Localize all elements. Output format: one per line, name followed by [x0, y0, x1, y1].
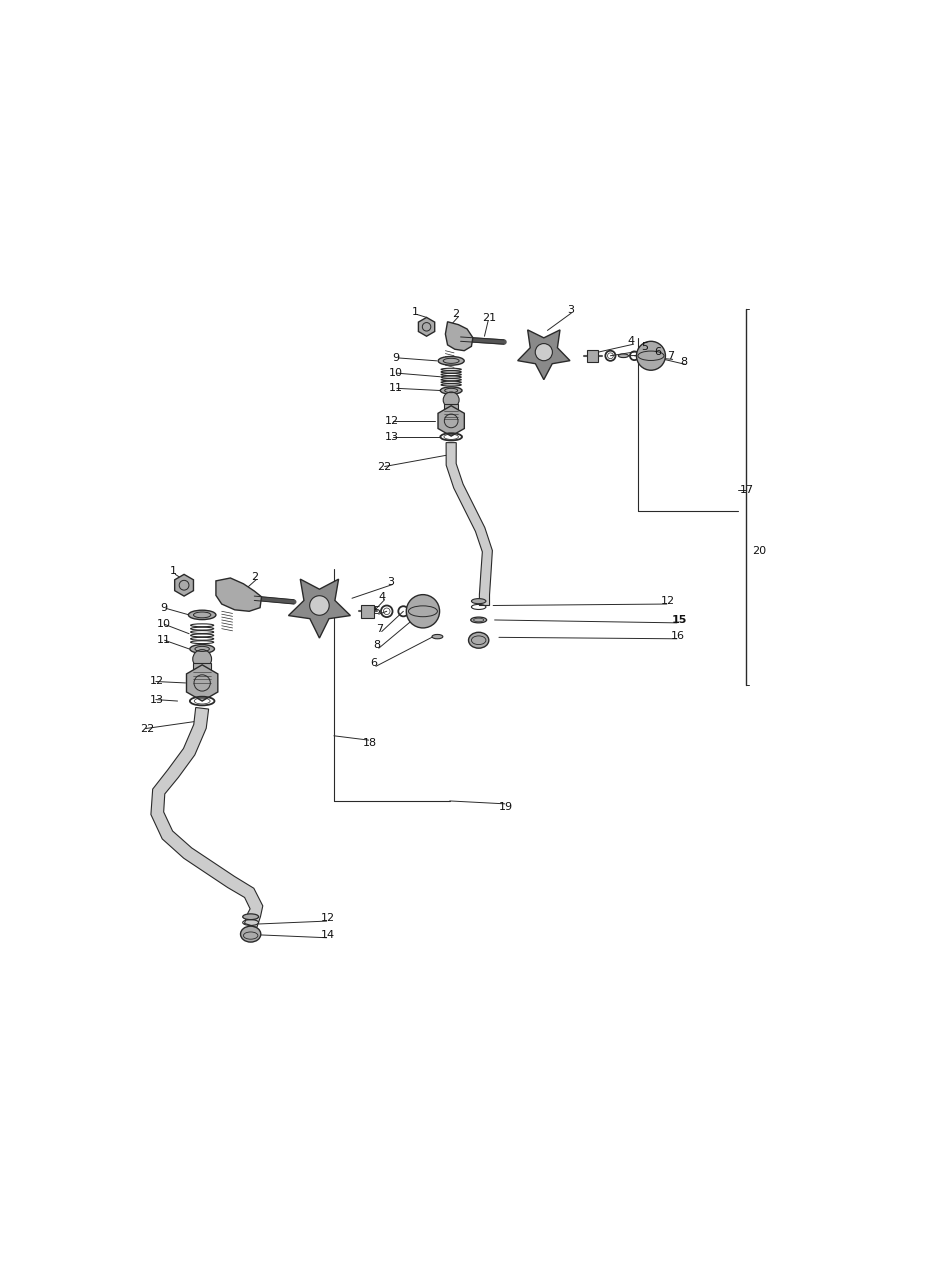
Bar	[587, 350, 598, 361]
Circle shape	[192, 650, 212, 668]
Text: 4: 4	[379, 592, 386, 601]
Text: 3: 3	[387, 577, 394, 587]
Text: 3: 3	[567, 305, 574, 315]
Text: 6: 6	[370, 658, 377, 668]
Ellipse shape	[618, 353, 629, 357]
Polygon shape	[438, 406, 464, 436]
Text: 9: 9	[392, 353, 400, 362]
Bar	[193, 663, 211, 678]
Circle shape	[310, 596, 329, 616]
Ellipse shape	[241, 926, 261, 942]
Text: 6: 6	[654, 347, 661, 357]
Text: 8: 8	[373, 640, 380, 650]
Text: 17: 17	[740, 484, 754, 495]
Ellipse shape	[469, 632, 488, 648]
Ellipse shape	[432, 635, 443, 639]
Text: 8: 8	[680, 356, 687, 366]
Ellipse shape	[243, 914, 259, 920]
Text: 1: 1	[170, 567, 177, 577]
Circle shape	[535, 343, 552, 361]
Text: 20: 20	[752, 546, 767, 556]
Text: 5: 5	[373, 607, 380, 617]
Circle shape	[444, 392, 460, 407]
Text: 7: 7	[667, 352, 674, 361]
Text: 12: 12	[321, 914, 335, 923]
Text: 2: 2	[453, 308, 460, 319]
Text: 4: 4	[628, 337, 635, 346]
Polygon shape	[187, 664, 218, 702]
Polygon shape	[289, 580, 350, 639]
Ellipse shape	[189, 610, 216, 619]
Circle shape	[406, 595, 440, 628]
Polygon shape	[175, 574, 193, 596]
Text: 16: 16	[672, 631, 686, 641]
Ellipse shape	[471, 617, 487, 623]
Ellipse shape	[190, 645, 215, 653]
Ellipse shape	[438, 356, 464, 365]
Bar	[361, 605, 374, 618]
Ellipse shape	[440, 387, 462, 394]
Text: 19: 19	[499, 802, 513, 812]
Text: 12: 12	[661, 596, 675, 607]
Text: 15: 15	[672, 616, 686, 625]
Text: 10: 10	[389, 368, 403, 378]
Polygon shape	[151, 708, 262, 928]
Text: 14: 14	[321, 930, 335, 939]
Ellipse shape	[472, 599, 486, 604]
Polygon shape	[446, 321, 473, 351]
Polygon shape	[517, 330, 570, 379]
Circle shape	[636, 342, 665, 370]
Text: 11: 11	[389, 383, 403, 393]
Text: 22: 22	[140, 723, 154, 734]
Text: 18: 18	[363, 738, 377, 748]
Text: 22: 22	[377, 461, 391, 472]
Text: 7: 7	[375, 623, 383, 634]
Polygon shape	[216, 578, 262, 612]
Polygon shape	[446, 442, 492, 605]
Text: 10: 10	[157, 619, 171, 630]
Text: 21: 21	[482, 314, 496, 323]
Text: 2: 2	[250, 572, 258, 582]
Text: 9: 9	[161, 604, 167, 613]
Text: 1: 1	[411, 307, 418, 316]
Text: 12: 12	[385, 416, 399, 425]
Polygon shape	[418, 317, 434, 337]
Text: 13: 13	[385, 432, 399, 442]
Text: 5: 5	[641, 342, 648, 352]
Bar	[444, 403, 459, 416]
Text: 12: 12	[150, 676, 164, 686]
Text: 13: 13	[150, 695, 164, 704]
Text: 11: 11	[157, 635, 171, 645]
